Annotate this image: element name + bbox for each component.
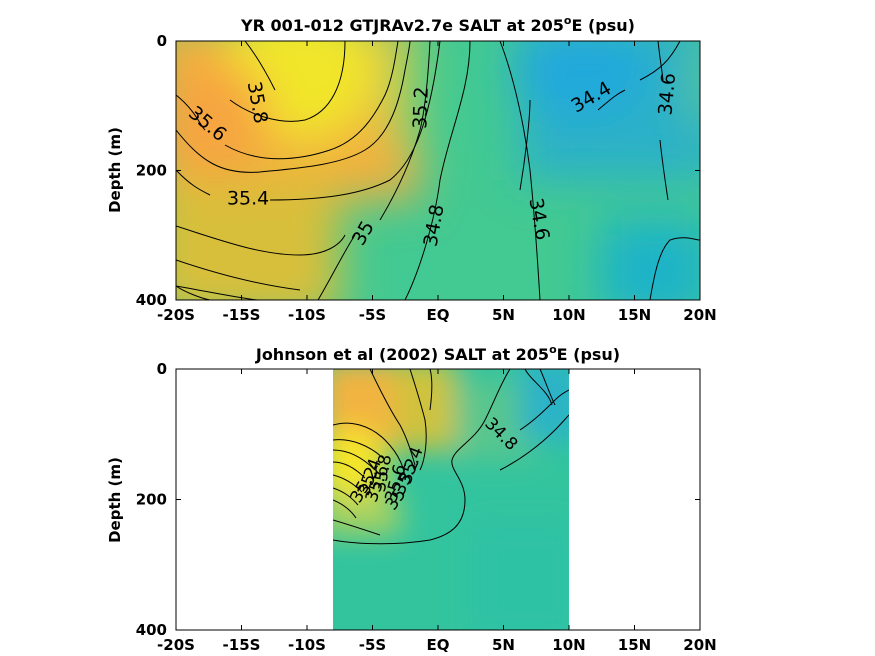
y-tick-label: 0 [157,32,167,50]
x-tick-label: -20S [157,636,195,654]
x-tick-label: 10N [552,636,585,654]
x-tick-label: EQ [427,306,450,324]
x-tick-label: 15N [618,636,651,654]
x-tick-label: -10S [288,306,326,324]
x-tick-label: -5S [359,306,386,324]
panel-1-title: YR 001-012 GTJRAv2.7e SALT at 205oE (psu… [240,14,635,35]
panel-1-contour-lines [176,41,700,300]
x-tick-label: -15S [223,636,261,654]
y-tick-label: 200 [136,162,167,180]
x-tick-label: -15S [223,306,261,324]
panel-1-y-axis: 0 200 400 [136,32,700,309]
panel-1-contour-labels: 35.835.635.435.235 34.8 34.634.4 34.6 [184,72,680,249]
panel-johnson: Johnson et al (2002) SALT at 205oE (psu) [106,343,717,654]
y-tick-label: 400 [136,621,167,639]
x-tick-label: 10N [552,306,585,324]
contour-label: 35.4 [227,187,269,209]
x-tick-label: -10S [288,636,326,654]
contour-label: 35.2 [409,86,432,129]
contour-label: 34.6 [654,72,680,116]
y-tick-label: 400 [136,291,167,309]
panel-1-x-axis: -20S -15S -10S -5S EQ 5N 10N 15N 20N [157,41,717,324]
x-tick-label: 20N [683,636,716,654]
x-tick-label: 15N [618,306,651,324]
x-tick-label: -20S [157,306,195,324]
panel-gtjra: YR 001-012 GTJRAv2.7e SALT at 205oE (psu… [106,14,717,324]
x-tick-label: 20N [683,306,716,324]
x-tick-label: EQ [427,636,450,654]
x-tick-label: -5S [359,636,386,654]
panel-1-ylabel: Depth (m) [106,127,124,213]
x-tick-label: 5N [492,636,515,654]
panel-2-y-axis: 0 200 400 [136,360,700,639]
panel-2-ylabel: Depth (m) [106,457,124,543]
panel-1-colorfield: 35.835.635.435.235 34.8 34.634.4 34.6 [176,41,700,300]
panel-2-x-axis: -20S -15S -10S -5S EQ 5N 10N 15N 20N [157,369,717,654]
x-tick-label: 5N [492,306,515,324]
panel-2-title: Johnson et al (2002) SALT at 205oE (psu) [255,343,620,364]
y-tick-label: 0 [157,360,167,378]
y-tick-label: 200 [136,491,167,509]
panel-2-contour-lines [333,369,569,545]
